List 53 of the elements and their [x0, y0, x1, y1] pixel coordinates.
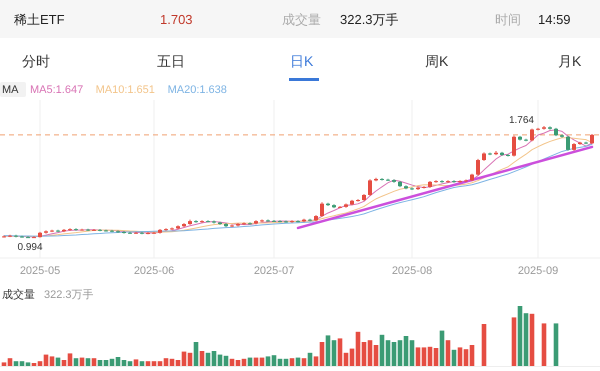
chart-subtitle: 322.3万手	[44, 288, 94, 301]
text: MA10:1.651	[96, 84, 155, 96]
text: 稀土ETF	[14, 12, 65, 27]
bar	[542, 323, 546, 366]
candlestick	[530, 128, 534, 142]
bar	[56, 358, 60, 366]
legend-title: MA	[2, 84, 20, 96]
text: 分时	[22, 53, 50, 69]
bar	[290, 358, 294, 366]
text: 五日	[157, 53, 185, 69]
text: 322.3万手	[340, 12, 399, 27]
bar	[200, 351, 204, 366]
text: 周K	[425, 53, 449, 69]
bar	[296, 358, 300, 366]
bar	[440, 330, 444, 366]
bar	[74, 358, 78, 366]
bar	[482, 324, 486, 366]
x-tick-label: 2025-09	[518, 265, 558, 277]
text: 成交量	[282, 12, 321, 27]
bar	[80, 358, 84, 366]
text: 14:59	[538, 12, 571, 27]
candlestick	[320, 202, 324, 218]
text: MA20:1.638	[168, 84, 227, 96]
text: 0.994	[17, 242, 43, 253]
bar	[248, 358, 252, 366]
chart-title: 成交量	[2, 288, 35, 301]
text: MA5:1.647	[30, 84, 84, 96]
bar	[140, 361, 144, 366]
bar	[86, 358, 90, 366]
candlestick	[566, 135, 570, 152]
bar	[194, 342, 198, 366]
x-tick-label: 2025-07	[254, 265, 294, 277]
annotation: 1.764	[508, 115, 534, 126]
candlestick	[476, 158, 480, 176]
bar	[554, 323, 558, 366]
candlestick	[590, 134, 594, 145]
bar	[530, 314, 534, 366]
text: 日K	[290, 53, 314, 69]
text: 1.703	[160, 12, 193, 27]
bar	[452, 350, 456, 366]
candlestick	[512, 135, 516, 158]
x-tick-label: 2025-06	[134, 265, 174, 277]
text: 时间	[495, 12, 521, 27]
text: 月K	[558, 53, 582, 69]
bar	[302, 358, 306, 366]
x-tick-label: 2025-08	[392, 265, 432, 277]
bar	[308, 352, 312, 366]
bar	[512, 317, 516, 366]
bar	[92, 358, 96, 366]
bar	[446, 340, 450, 366]
x-tick-label: 2025-05	[20, 265, 60, 277]
bar	[134, 359, 138, 366]
candlestick	[368, 178, 372, 196]
